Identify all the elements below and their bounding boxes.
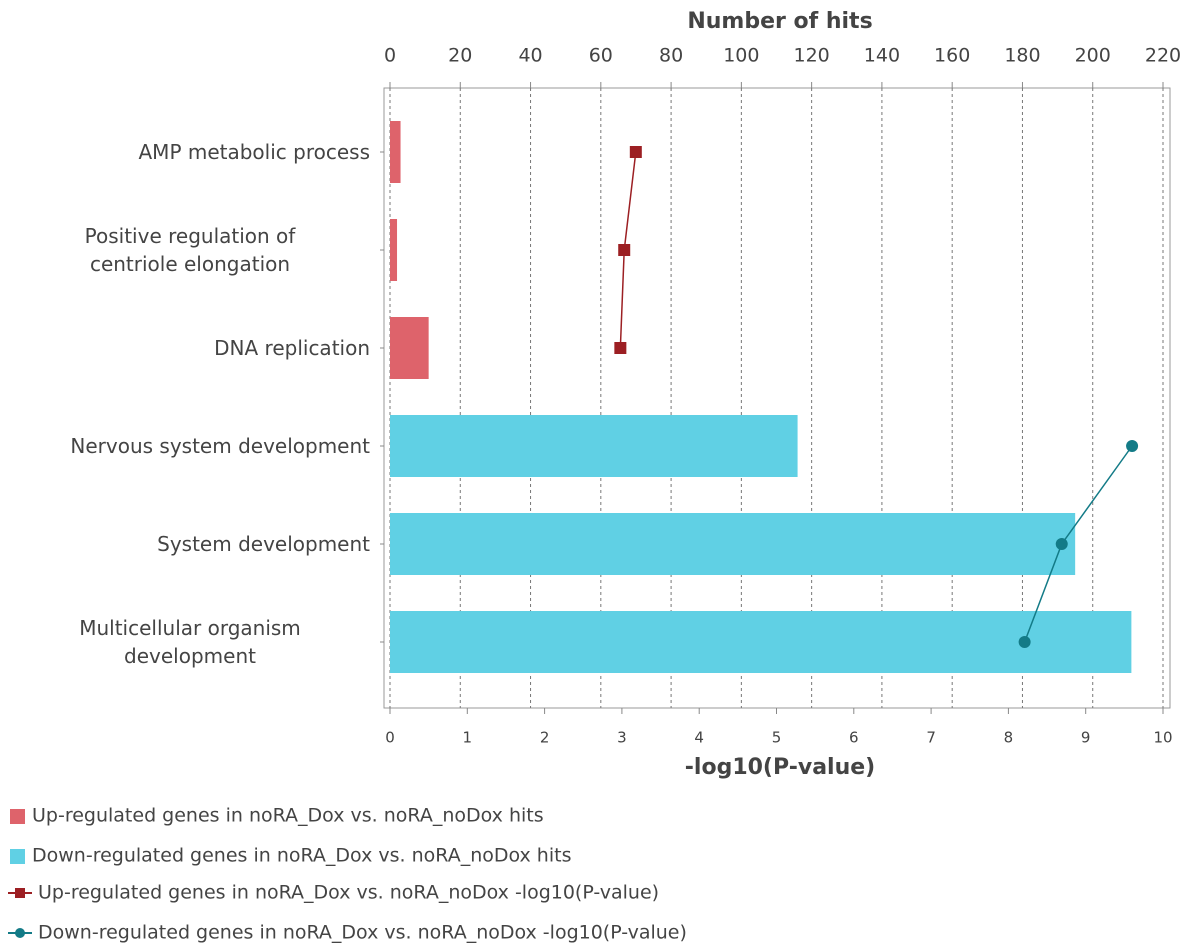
legend-label: Down-regulated genes in noRA_Dox vs. noR… bbox=[38, 922, 687, 944]
legend-swatch bbox=[15, 928, 25, 938]
x2-tick-label: 8 bbox=[1004, 729, 1014, 747]
y-tick-label: DNA replication bbox=[214, 336, 370, 360]
legend-swatch bbox=[10, 809, 25, 824]
x2-tick-label: 4 bbox=[694, 729, 704, 747]
x-tick-label: 0 bbox=[384, 45, 396, 67]
x2-tick-label: 0 bbox=[385, 729, 395, 747]
legend-label: Down-regulated genes in noRA_Dox vs. noR… bbox=[32, 845, 571, 867]
x2-tick-label: 9 bbox=[1081, 729, 1091, 747]
y-tick-label: System development bbox=[157, 532, 370, 556]
y-tick-label: Positive regulation of centriole elongat… bbox=[84, 224, 296, 276]
x2-tick-label: 1 bbox=[463, 729, 473, 747]
x-tick-label: 200 bbox=[1075, 45, 1111, 67]
legend-label: Up-regulated genes in noRA_Dox vs. noRA_… bbox=[38, 882, 659, 904]
x-tick-label: 40 bbox=[518, 45, 542, 67]
bar bbox=[390, 121, 401, 183]
x2-axis-title: -log10(P-value) bbox=[685, 755, 875, 780]
bar bbox=[390, 415, 798, 477]
x-tick-label: 140 bbox=[864, 45, 900, 67]
x-tick-label: 180 bbox=[1004, 45, 1040, 67]
x-tick-label: 160 bbox=[934, 45, 970, 67]
legend-swatch bbox=[15, 888, 25, 898]
x-tick-label: 20 bbox=[448, 45, 472, 67]
marker bbox=[618, 244, 631, 256]
bar bbox=[390, 219, 398, 281]
marker bbox=[614, 342, 627, 354]
x-tick-label: 220 bbox=[1145, 45, 1181, 67]
y-tick-label: AMP metabolic process bbox=[138, 140, 371, 164]
x2-tick-label: 6 bbox=[849, 729, 859, 747]
y-tick-label: Multicellular organism development bbox=[79, 616, 301, 668]
legend-swatch bbox=[10, 849, 25, 864]
x-axis-title: Number of hits bbox=[687, 9, 872, 34]
bar bbox=[390, 611, 1132, 673]
y-tick-label: Nervous system development bbox=[70, 434, 370, 458]
x-tick-label: 120 bbox=[794, 45, 830, 67]
x2-tick-label: 5 bbox=[772, 729, 782, 747]
marker bbox=[1055, 538, 1068, 550]
marker bbox=[1018, 636, 1031, 648]
x2-tick-label: 3 bbox=[617, 729, 627, 747]
x2-tick-label: 2 bbox=[540, 729, 550, 747]
legend-label: Up-regulated genes in noRA_Dox vs. noRA_… bbox=[32, 805, 544, 827]
bar bbox=[390, 513, 1076, 575]
x-tick-label: 100 bbox=[723, 45, 759, 67]
marker bbox=[1126, 440, 1139, 452]
marker bbox=[629, 146, 642, 158]
x-tick-label: 60 bbox=[589, 45, 613, 67]
x-tick-label: 80 bbox=[659, 45, 683, 67]
x2-tick-label: 10 bbox=[1153, 729, 1172, 747]
bar bbox=[390, 317, 429, 379]
x2-tick-label: 7 bbox=[926, 729, 936, 747]
